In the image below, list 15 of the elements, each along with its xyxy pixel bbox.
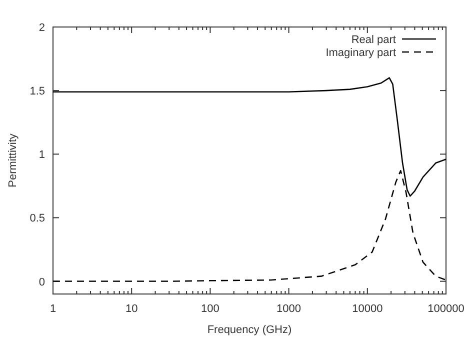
x-tick-label: 10 bbox=[125, 303, 138, 315]
y-tick-label: 1 bbox=[38, 149, 45, 162]
y-tick-label: 1.5 bbox=[30, 86, 45, 98]
x-tick-label: 1000 bbox=[276, 303, 302, 315]
x-tick-label: 10000 bbox=[352, 303, 383, 315]
y-tick-label: 0.5 bbox=[30, 212, 45, 225]
legend-label: Imaginary part bbox=[326, 47, 396, 59]
x-tick-label: 100000 bbox=[428, 303, 464, 315]
x-tick-label: 100 bbox=[201, 303, 220, 315]
y-axis-title: Permittivity bbox=[7, 133, 19, 188]
y-tick-label: 2 bbox=[38, 22, 45, 34]
x-axis-title: Frequency (GHz) bbox=[207, 324, 292, 336]
y-tick-label: 0 bbox=[38, 276, 45, 288]
legend-label: Real part bbox=[351, 34, 396, 46]
x-tick-label: 1 bbox=[50, 303, 56, 315]
